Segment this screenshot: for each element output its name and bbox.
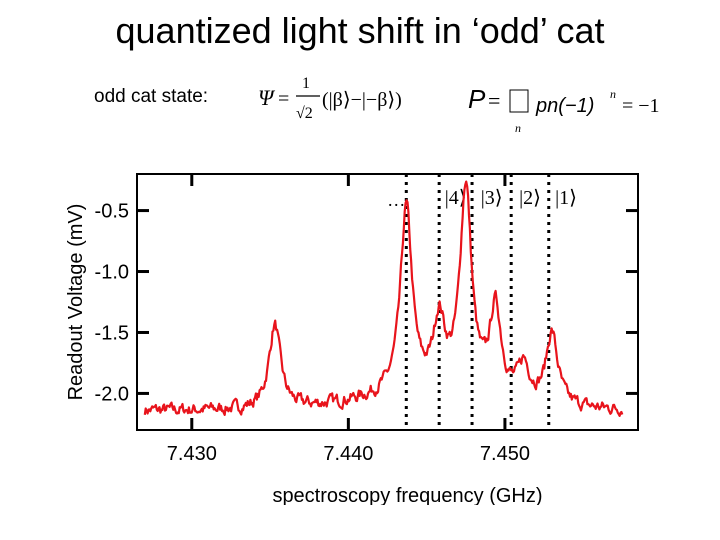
svg-text:=: = [278,88,289,110]
fock-state-label: |2⟩ [519,187,541,209]
p-sum-index: n [515,121,521,135]
spectroscopy-chart: -0.5 -1.0 -1.5 -2.0 7.430 7.440 7.450 spectrosc… [65,173,639,505]
fock-state-label: |1⟩ [555,187,577,209]
sum-symbol-box [509,89,529,113]
fock-state-label: |4⟩ [445,187,467,209]
psi-symbol: Ψ [258,85,276,110]
slide-title: quantized light shift in ‘odd’ cat [115,10,605,51]
y-tick-label: -0.5 [95,201,129,223]
fock-ellipsis-label: … [387,190,405,210]
y-tick-label: -2.0 [95,383,129,405]
y-tick-label: -1.5 [95,322,129,344]
p-symbol: P [468,84,486,114]
x-axis-label: spectroscopy frequency (GHz) [272,485,542,505]
x-tick-label: 7.450 [480,443,530,465]
y-tick-label: -1.0 [95,262,129,284]
parity-equation: P = n pn(−1) n = −1 [468,84,660,135]
psi-coeff-num: 1 [302,75,310,92]
odd-cat-state-label: odd cat state: [94,86,209,107]
p-rhs: = −1 [622,95,660,117]
psi-body: (|β⟩−|−β⟩) [322,89,402,111]
readout-trace [143,180,624,417]
psi-equation: Ψ = 1 √2 (|β⟩−|−β⟩) [258,75,402,122]
y-axis-label: Readout Voltage (mV) [65,204,87,401]
psi-coeff-den: √2 [296,105,313,122]
x-tick-label: 7.440 [323,443,373,465]
x-tick-label: 7.430 [167,443,217,465]
p-exp: n [610,87,616,101]
plot-frame [136,173,639,431]
fock-state-label: |3⟩ [481,187,503,209]
svg-text:=: = [488,88,500,113]
p-main: pn(−1) [535,95,594,117]
